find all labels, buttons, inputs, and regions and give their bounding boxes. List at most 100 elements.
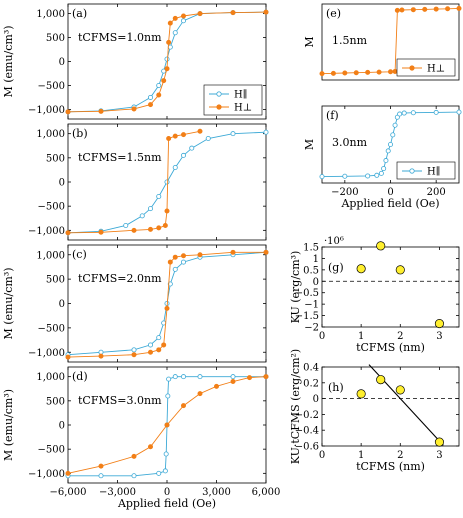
y-tick-label: 1,000 [36, 129, 65, 140]
data-point-perpendicular [166, 39, 172, 45]
y-axis-label: M [303, 139, 316, 150]
y-tick-label: 500 [46, 275, 65, 286]
thickness-annotation: tCFMS=2.0nm [78, 272, 162, 285]
data-point-perpendicular [197, 252, 203, 258]
legend-box [396, 58, 456, 77]
data-point-parallel [387, 141, 393, 147]
y-tick-label: −1,000 [28, 226, 65, 237]
data-point-parallel [383, 158, 389, 164]
y-axis-label: M (emu/cm³) [2, 389, 15, 461]
y-tick-label: 0.2 [303, 378, 319, 389]
data-point-parallel [433, 109, 439, 115]
data-point-perpendicular [353, 70, 359, 76]
data-point-perpendicular [131, 352, 137, 358]
data-point-perpendicular [65, 109, 71, 115]
panel-label: (c) [72, 248, 87, 261]
data-point-perpendicular [230, 249, 236, 255]
legend-marker [409, 65, 415, 71]
series-line-perpendicular [67, 130, 201, 234]
data-point-parallel [131, 347, 137, 353]
y-tick-label: 1,000 [36, 250, 65, 261]
x-tick-label: 200 [427, 187, 446, 198]
anisotropy-point [395, 385, 405, 395]
data-point-parallel [180, 374, 186, 380]
y-tick-label: 1.5 [303, 243, 319, 254]
axes-layer [67, 3, 460, 484]
data-point-perpendicular [98, 229, 104, 235]
series-line-perpendicular [67, 11, 267, 113]
data-point-perpendicular [131, 106, 137, 112]
data-point-perpendicular [164, 208, 170, 214]
y-tick-label: −500 [38, 202, 65, 213]
data-point-parallel [123, 222, 129, 228]
y-axis-label: KU·tCFMS (erg/cm²) [289, 349, 302, 464]
anisotropy-point [395, 265, 405, 275]
data-point-perpendicular [147, 102, 153, 108]
x-tick-label: 1 [358, 450, 364, 461]
axis-multiplier: ·10⁶ [324, 236, 344, 247]
thickness-annotation: 3.0nm [332, 136, 368, 149]
panel-label: (a) [72, 7, 87, 20]
anisotropy-point [356, 389, 366, 399]
marks-layer [65, 5, 462, 479]
text-layer: −1,000 −500 0 500 1,000 (a) tCFMS=1.0nm M (emu/… [2, 7, 446, 510]
series-line-perpendicular [67, 251, 266, 358]
y-axis-label: M (emu/cm³) [2, 25, 15, 97]
data-point-parallel [378, 170, 384, 176]
data-point-perpendicular [394, 7, 400, 13]
legend-box [396, 161, 456, 180]
data-point-parallel [374, 172, 380, 178]
data-point-perpendicular [197, 391, 203, 397]
x-tick-label: 0 [164, 487, 170, 498]
data-point-parallel [390, 132, 396, 138]
data-point-perpendicular [180, 253, 186, 259]
thickness-annotation: tCFMS=1.0nm [78, 31, 162, 44]
y-tick-label: 0.4 [303, 363, 319, 374]
data-point-perpendicular [172, 15, 178, 21]
data-point-parallel [163, 451, 169, 457]
x-tick-label: 3,000 [202, 487, 231, 498]
y-tick-label: −1,000 [28, 469, 65, 480]
x-tick-label: −3,000 [99, 487, 136, 498]
data-point-parallel [156, 335, 162, 341]
data-point-parallel [139, 213, 145, 219]
data-point-parallel [342, 173, 348, 179]
panel-label: (g) [328, 261, 344, 274]
data-point-perpendicular [98, 353, 104, 359]
data-point-parallel [164, 56, 170, 62]
data-point-perpendicular [164, 66, 170, 72]
plot-frame-4 [321, 3, 460, 81]
thickness-annotation: tCFMS=1.5nm [78, 151, 162, 164]
y-axis-label: M [303, 36, 316, 47]
data-point-parallel [165, 393, 171, 399]
panel-label: (d) [72, 370, 88, 383]
x-axis-label: tCFMS (nm) [356, 341, 425, 354]
y-tick-label: 500 [46, 396, 65, 407]
data-point-parallel [230, 374, 236, 380]
y-tick-label: 500 [46, 153, 65, 164]
panel-label: (f) [326, 109, 339, 122]
thickness-annotation: tCFMS=3.0nm [78, 394, 162, 407]
data-point-perpendicular [162, 222, 168, 228]
data-point-perpendicular [65, 230, 71, 236]
legend-marker [216, 104, 222, 110]
x-tick-label: 0 [387, 187, 393, 198]
data-point-perpendicular [161, 78, 167, 84]
y-tick-label: −500 [38, 445, 65, 456]
legend-label: H⊥ [427, 64, 445, 75]
data-point-parallel [263, 129, 269, 135]
x-tick-label: 2 [397, 331, 403, 342]
x-axis-label: Applied field (Oe) [117, 497, 216, 510]
data-point-perpendicular [456, 5, 462, 11]
x-tick-label: 3 [436, 331, 442, 342]
anisotropy-point [376, 241, 386, 251]
legend-label: H⊥ [234, 103, 252, 114]
data-point-perpendicular [433, 6, 439, 12]
data-point-parallel [164, 179, 170, 185]
data-point-perpendicular [156, 225, 162, 231]
anisotropy-point [434, 319, 444, 329]
data-point-perpendicular [164, 422, 170, 428]
data-point-perpendicular [65, 470, 71, 476]
data-point-perpendicular [376, 69, 382, 75]
